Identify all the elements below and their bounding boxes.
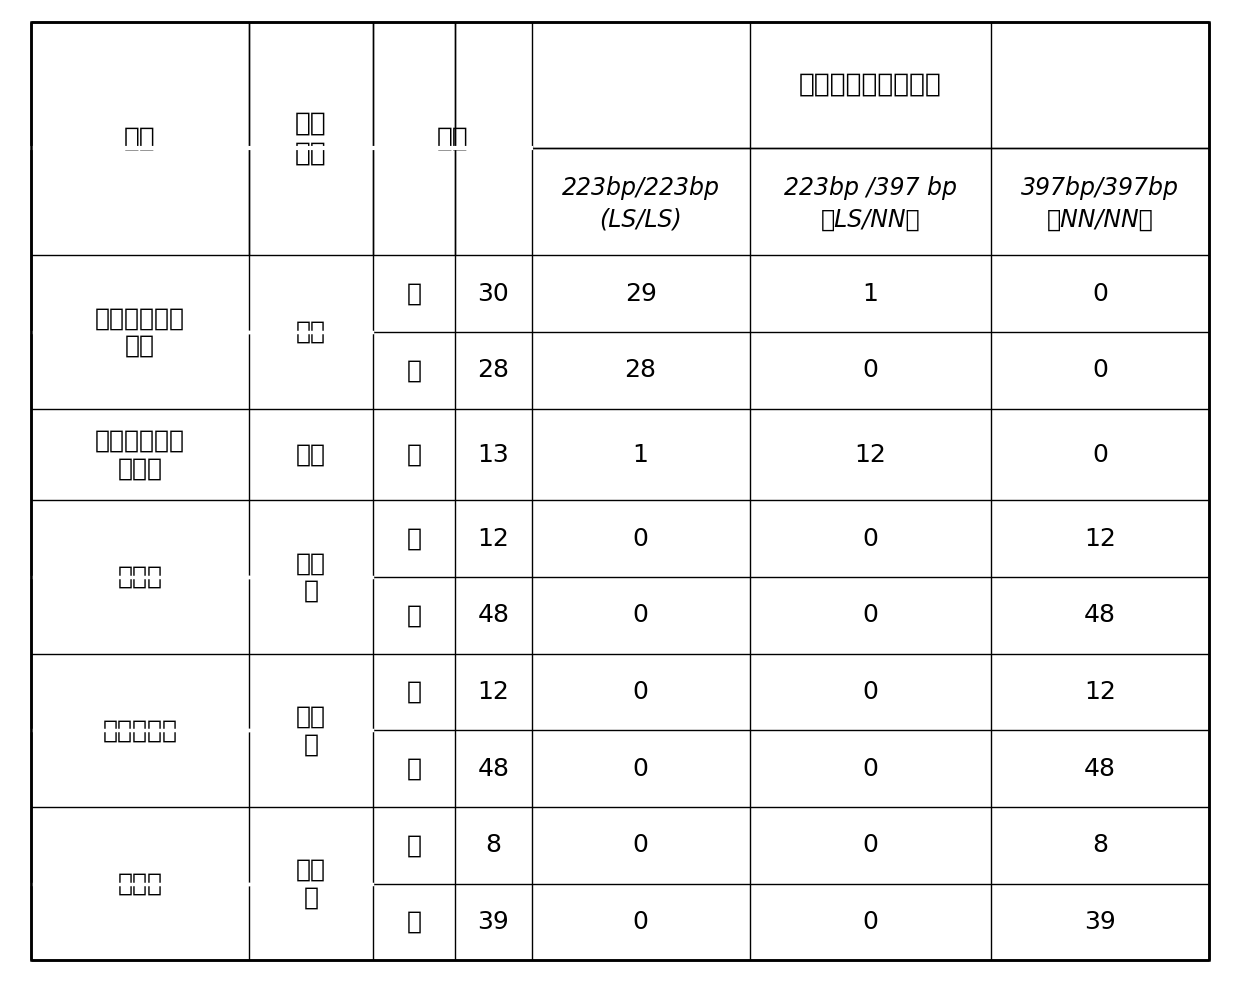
Text: 片段长度（基因型）: 片段长度（基因型） (799, 72, 941, 98)
Text: 0: 0 (632, 681, 649, 704)
Text: 汶上芦花鸡绿
壳系: 汶上芦花鸡绿 壳系 (95, 306, 185, 358)
Text: 0: 0 (862, 910, 878, 934)
Text: 非绿
壳: 非绿 壳 (296, 858, 326, 909)
Text: 母: 母 (407, 757, 422, 781)
Text: （LS/NN）: （LS/NN） (821, 207, 920, 232)
Text: 母: 母 (407, 443, 422, 466)
Text: 0: 0 (1092, 358, 1109, 382)
Text: 0: 0 (632, 910, 649, 934)
Text: 0: 0 (632, 834, 649, 857)
Text: 0: 0 (862, 681, 878, 704)
Text: 0: 0 (862, 358, 878, 382)
Text: 蛋壳
颜色: 蛋壳 颜色 (295, 111, 326, 167)
Text: 48: 48 (477, 603, 510, 627)
Text: 12: 12 (854, 443, 887, 466)
Text: 品种: 品种 (124, 126, 156, 151)
Text: 48: 48 (1084, 603, 1116, 627)
Text: 28: 28 (477, 358, 510, 382)
Text: 鲁禽鸡: 鲁禽鸡 (118, 872, 162, 896)
Text: 母: 母 (407, 603, 422, 627)
Text: 非绿
壳: 非绿 壳 (296, 551, 326, 603)
Text: 30: 30 (477, 282, 510, 305)
Text: 0: 0 (1092, 443, 1109, 466)
Text: 8: 8 (485, 834, 501, 857)
Text: 汶上芦花鸡: 汶上芦花鸡 (103, 719, 177, 742)
Text: 0: 0 (632, 526, 649, 551)
Text: 公: 公 (407, 834, 422, 857)
Text: 性别: 性别 (436, 126, 467, 151)
Text: 39: 39 (477, 910, 510, 934)
Text: 0: 0 (862, 834, 878, 857)
Text: 8: 8 (1092, 834, 1109, 857)
Text: 绿壳: 绿壳 (296, 320, 326, 344)
Text: 0: 0 (632, 757, 649, 781)
Text: 0: 0 (632, 603, 649, 627)
Text: 28: 28 (625, 358, 657, 382)
Text: 0: 0 (862, 757, 878, 781)
Text: 公: 公 (407, 526, 422, 551)
Text: 13: 13 (477, 443, 510, 466)
Text: 非绿
壳: 非绿 壳 (296, 704, 326, 756)
Text: 绿壳蛋鸡专门
化品系: 绿壳蛋鸡专门 化品系 (95, 428, 185, 480)
Text: 母: 母 (407, 358, 422, 382)
Text: 223bp/223bp: 223bp/223bp (562, 176, 719, 199)
Text: 39: 39 (1084, 910, 1116, 934)
Text: 绿壳: 绿壳 (296, 443, 326, 466)
Text: 0: 0 (862, 526, 878, 551)
Text: 琅琊鸡: 琅琊鸡 (118, 565, 162, 589)
Text: (LS/LS): (LS/LS) (599, 207, 682, 232)
Text: 12: 12 (1084, 526, 1116, 551)
Text: 0: 0 (1092, 282, 1109, 305)
Text: 0: 0 (862, 603, 878, 627)
Text: 12: 12 (1084, 681, 1116, 704)
Text: 母: 母 (407, 910, 422, 934)
Text: 公: 公 (407, 681, 422, 704)
Text: 48: 48 (477, 757, 510, 781)
Text: 48: 48 (1084, 757, 1116, 781)
Text: 29: 29 (625, 282, 656, 305)
Text: 公: 公 (407, 282, 422, 305)
Text: （NN/NN）: （NN/NN） (1047, 207, 1153, 232)
Text: 12: 12 (477, 681, 510, 704)
Text: 397bp/397bp: 397bp/397bp (1021, 176, 1179, 199)
Text: 1: 1 (862, 282, 878, 305)
Text: 12: 12 (477, 526, 510, 551)
Text: 1: 1 (632, 443, 649, 466)
Text: 223bp /397 bp: 223bp /397 bp (784, 176, 957, 199)
